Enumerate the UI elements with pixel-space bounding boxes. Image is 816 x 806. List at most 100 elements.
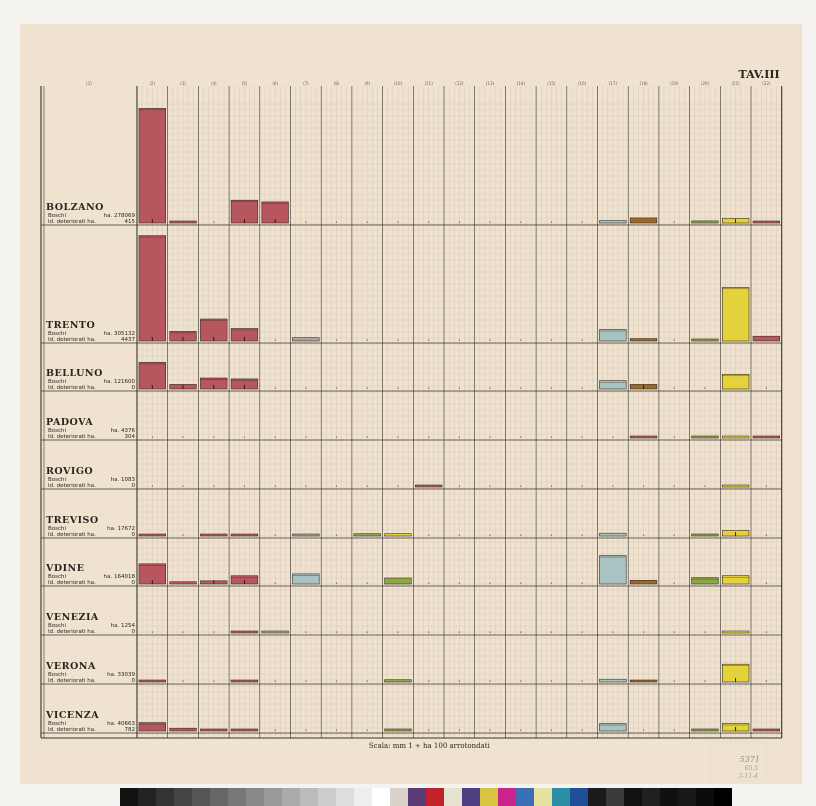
zero-dot [612, 485, 614, 487]
zero-dot [581, 729, 583, 731]
zero-dot [581, 582, 583, 584]
column-header: (11) [425, 81, 434, 86]
zero-dot [335, 221, 338, 223]
column-header: (5) [242, 81, 248, 86]
boschi-label: Boschi [48, 623, 67, 629]
zero-dot [489, 221, 491, 223]
zero-dot [458, 680, 460, 682]
zero-dot [335, 680, 338, 682]
bar [721, 286, 750, 342]
zero-dot [274, 339, 276, 341]
zero-dot [305, 729, 307, 731]
zero-dot [489, 582, 491, 584]
zero-dot [612, 631, 614, 633]
zero-dot [673, 680, 675, 682]
bar [691, 533, 719, 537]
deteriorati-area: 782 [125, 727, 136, 733]
bar [629, 579, 658, 585]
deteriorati-area: 415 [125, 219, 136, 225]
region-name: BOLZANO [46, 202, 104, 213]
deteriorati-area: 0 [132, 678, 136, 684]
boschi-area: ha. 278069 [104, 213, 136, 219]
bar [230, 533, 259, 537]
bar [169, 220, 197, 224]
bar [230, 630, 259, 634]
zero-dot [520, 534, 522, 536]
zero-dot [520, 631, 522, 633]
bar [599, 723, 627, 732]
zero-dot [335, 387, 338, 389]
zero-dot [274, 485, 276, 487]
bar [138, 722, 167, 732]
column-header: (6) [272, 81, 278, 86]
zero-dot [274, 729, 276, 731]
bar [691, 338, 719, 342]
zero-dot [489, 436, 491, 438]
column-header: (17) [609, 81, 618, 86]
zero-dot [673, 582, 675, 584]
bar [629, 679, 658, 683]
deteriorati-label: Id. deteriorati ha. [48, 385, 96, 391]
zero-dot [274, 436, 276, 438]
bar [721, 435, 750, 439]
zero-dot [581, 534, 583, 536]
zero-dot [489, 534, 491, 536]
zero-dot [366, 680, 368, 682]
zero-dot [643, 631, 645, 633]
boschi-label: Boschi [48, 379, 67, 385]
zero-dot [765, 680, 767, 682]
region-name: VERONA [45, 661, 96, 672]
bar [261, 630, 289, 634]
zero-dot [182, 534, 184, 536]
column-header: (18) [639, 81, 648, 86]
boschi-label: Boschi [48, 213, 67, 219]
deteriorati-area: 0 [132, 385, 136, 391]
zero-dot [581, 387, 583, 389]
zero-dot [458, 436, 460, 438]
zero-dot [335, 582, 338, 584]
region-name: TRENTO [46, 320, 95, 331]
boschi-area: ha. 40663 [107, 721, 135, 727]
zero-dot [182, 631, 184, 633]
zero-dot [550, 339, 552, 341]
zero-dot [489, 339, 491, 341]
column-header: (10) [394, 81, 403, 86]
deteriorati-label: Id. deteriorati ha. [48, 678, 96, 684]
color-calibration-strip [120, 788, 732, 806]
zero-dot [581, 631, 583, 633]
bar [721, 484, 750, 488]
zero-dot [397, 339, 399, 341]
zero-dot [704, 485, 706, 487]
zero-dot [520, 387, 522, 389]
column-header: (13) [486, 81, 495, 86]
boschi-label: Boschi [48, 428, 67, 434]
deteriorati-label: Id. deteriorati ha. [48, 727, 96, 733]
zero-dot [489, 729, 491, 731]
zero-dot [366, 436, 368, 438]
column-header: (14) [517, 81, 526, 86]
bar [691, 220, 719, 224]
column-header: (16) [578, 81, 587, 86]
zero-dot [366, 221, 368, 223]
zero-dot [673, 534, 675, 536]
zero-dot [335, 485, 338, 487]
deteriorati-label: Id. deteriorati ha. [48, 629, 96, 635]
deteriorati-area: 0 [132, 580, 136, 586]
bar [752, 728, 781, 732]
chart-svg: TAV.III (1) (2) (3) (4) (5) (6) (7) (8) (9) (10) (1… [40, 68, 783, 781]
bar [138, 679, 167, 683]
zero-dot [765, 534, 767, 536]
zero-dot [213, 221, 215, 223]
zero-dot [458, 485, 460, 487]
zero-dot [366, 485, 368, 487]
bar [629, 435, 658, 439]
zero-dot [765, 582, 767, 584]
zero-dot [550, 631, 552, 633]
boschi-label: Boschi [48, 477, 67, 483]
zero-dot [305, 221, 307, 223]
zero-dot [704, 387, 706, 389]
column-header: (8) [334, 81, 340, 86]
zero-dot [397, 387, 399, 389]
zero-dot [581, 680, 583, 682]
zero-dot [550, 582, 552, 584]
